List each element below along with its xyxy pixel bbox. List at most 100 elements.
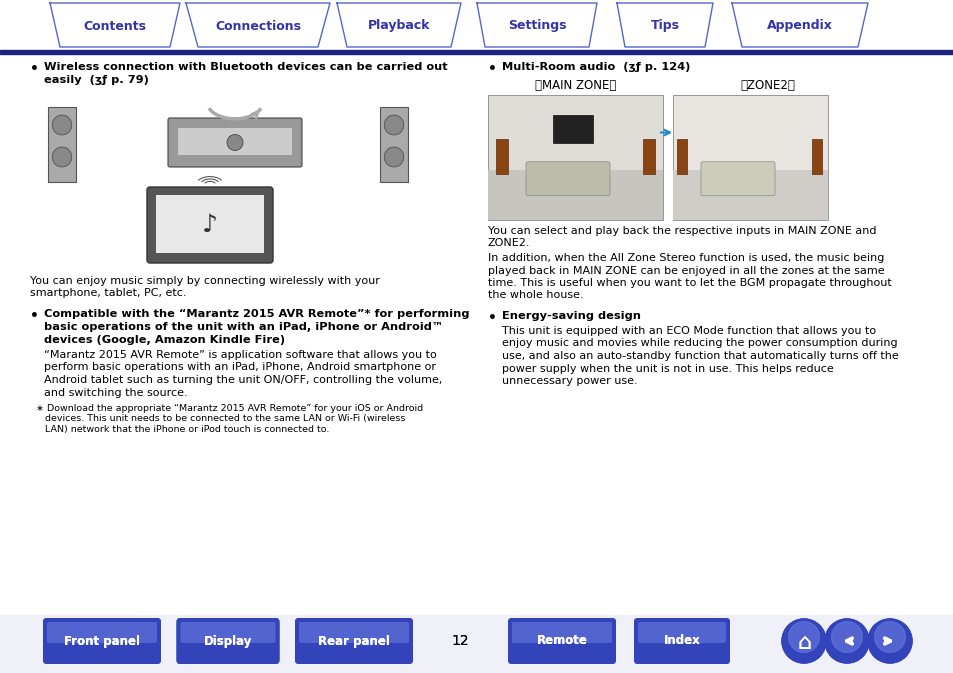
Bar — [178, 128, 292, 155]
Bar — [48, 107, 76, 182]
FancyBboxPatch shape — [43, 618, 161, 664]
Text: and switching the source.: and switching the source. — [44, 388, 188, 398]
Bar — [811, 139, 821, 174]
Polygon shape — [336, 3, 460, 47]
Circle shape — [874, 622, 904, 652]
Ellipse shape — [384, 147, 403, 167]
Text: easily  (ʒƒ p. 79): easily (ʒƒ p. 79) — [44, 75, 149, 85]
Circle shape — [788, 622, 819, 652]
Text: enjoy music and movies while reducing the power consumption during: enjoy music and movies while reducing th… — [501, 339, 897, 349]
Text: Tips: Tips — [650, 20, 679, 32]
Text: ∗ Download the appropriate “Marantz 2015 AVR Remote” for your iOS or Android: ∗ Download the appropriate “Marantz 2015… — [36, 404, 423, 413]
Text: Wireless connection with Bluetooth devices can be carried out: Wireless connection with Bluetooth devic… — [44, 62, 447, 72]
Text: Energy-saving design: Energy-saving design — [501, 311, 640, 321]
Bar — [0, 615, 953, 673]
Text: played back in MAIN ZONE can be enjoyed in all the zones at the same: played back in MAIN ZONE can be enjoyed … — [488, 266, 883, 275]
Text: Appendix: Appendix — [766, 20, 832, 32]
Text: basic operations of the unit with an iPad, iPhone or Android™: basic operations of the unit with an iPa… — [44, 322, 443, 332]
Text: Contents: Contents — [84, 20, 147, 32]
FancyBboxPatch shape — [512, 622, 612, 643]
FancyBboxPatch shape — [700, 162, 774, 196]
FancyBboxPatch shape — [180, 622, 275, 643]
Bar — [553, 115, 593, 143]
FancyBboxPatch shape — [180, 622, 275, 643]
Text: Connections: Connections — [214, 20, 301, 32]
Text: •: • — [30, 62, 39, 76]
Polygon shape — [617, 3, 712, 47]
Text: perform basic operations with an iPad, iPhone, Android smartphone or: perform basic operations with an iPad, i… — [44, 363, 436, 372]
Text: Settings: Settings — [507, 20, 566, 32]
Circle shape — [831, 622, 862, 652]
Text: the whole house.: the whole house. — [488, 291, 583, 301]
Text: devices. This unit needs to be connected to the same LAN or Wi-Fi (wireless: devices. This unit needs to be connected… — [36, 415, 405, 423]
Text: smartphone, tablet, PC, etc.: smartphone, tablet, PC, etc. — [30, 289, 186, 299]
FancyBboxPatch shape — [43, 618, 161, 664]
FancyBboxPatch shape — [507, 618, 616, 664]
Text: Rear panel: Rear panel — [317, 635, 390, 647]
FancyBboxPatch shape — [176, 618, 279, 664]
Bar — [677, 139, 686, 174]
Ellipse shape — [52, 115, 71, 135]
Text: “Marantz 2015 AVR Remote” is application software that allows you to: “Marantz 2015 AVR Remote” is application… — [44, 350, 436, 360]
Text: Front panel: Front panel — [64, 635, 140, 647]
Text: You can enjoy music simply by connecting wirelessly with your: You can enjoy music simply by connecting… — [30, 276, 379, 286]
FancyBboxPatch shape — [294, 618, 413, 664]
FancyBboxPatch shape — [47, 622, 157, 643]
FancyBboxPatch shape — [147, 187, 273, 263]
Text: Front panel: Front panel — [64, 635, 140, 647]
Text: use, and also an auto-standby function that automatically turns off the: use, and also an auto-standby function t… — [501, 351, 898, 361]
Bar — [379, 107, 408, 182]
FancyBboxPatch shape — [294, 618, 413, 664]
Bar — [488, 170, 662, 220]
Text: ⌂: ⌂ — [796, 633, 810, 653]
FancyBboxPatch shape — [672, 95, 827, 220]
FancyBboxPatch shape — [176, 618, 279, 664]
Polygon shape — [186, 3, 330, 47]
Text: 12: 12 — [451, 634, 468, 648]
Circle shape — [781, 619, 825, 663]
Text: power supply when the unit is not in use. This helps reduce: power supply when the unit is not in use… — [501, 363, 833, 374]
Text: ［ZONE2］: ［ZONE2］ — [740, 79, 795, 92]
FancyBboxPatch shape — [634, 618, 729, 664]
Text: Index: Index — [663, 635, 700, 647]
FancyBboxPatch shape — [512, 622, 612, 643]
Text: This unit is equipped with an ECO Mode function that allows you to: This unit is equipped with an ECO Mode f… — [501, 326, 875, 336]
FancyBboxPatch shape — [507, 618, 616, 664]
Text: LAN) network that the iPhone or iPod touch is connected to.: LAN) network that the iPhone or iPod tou… — [36, 425, 329, 434]
Circle shape — [781, 619, 825, 663]
FancyBboxPatch shape — [298, 622, 409, 643]
Text: You can select and play back the respective inputs in MAIN ZONE and: You can select and play back the respect… — [488, 226, 876, 236]
Bar — [156, 195, 264, 253]
Text: Index: Index — [663, 635, 700, 647]
Polygon shape — [731, 3, 867, 47]
Text: •: • — [30, 309, 39, 323]
Text: devices (Google, Amazon Kindle Fire): devices (Google, Amazon Kindle Fire) — [44, 335, 285, 345]
Circle shape — [867, 619, 911, 663]
Text: Playback: Playback — [367, 20, 430, 32]
Text: •: • — [488, 311, 497, 325]
Circle shape — [867, 619, 911, 663]
Circle shape — [831, 622, 862, 652]
Bar — [0, 50, 953, 54]
Text: •: • — [488, 62, 497, 76]
Circle shape — [824, 619, 868, 663]
Text: Remote: Remote — [536, 635, 587, 647]
Text: In addition, when the All Zone Stereo function is used, the music being: In addition, when the All Zone Stereo fu… — [488, 253, 883, 263]
Bar — [642, 139, 655, 174]
Text: ⌂: ⌂ — [796, 633, 810, 653]
Circle shape — [227, 135, 243, 151]
FancyBboxPatch shape — [525, 162, 609, 196]
FancyBboxPatch shape — [638, 622, 725, 643]
Text: Compatible with the “Marantz 2015 AVR Remote”* for performing: Compatible with the “Marantz 2015 AVR Re… — [44, 309, 469, 319]
Text: ［MAIN ZONE］: ［MAIN ZONE］ — [535, 79, 616, 92]
FancyBboxPatch shape — [638, 622, 725, 643]
FancyBboxPatch shape — [488, 95, 662, 220]
Text: Display: Display — [204, 635, 252, 647]
Text: unnecessary power use.: unnecessary power use. — [501, 376, 637, 386]
Bar — [496, 139, 507, 174]
Ellipse shape — [384, 115, 403, 135]
Text: Android tablet such as turning the unit ON/OFF, controlling the volume,: Android tablet such as turning the unit … — [44, 375, 442, 385]
Text: 12: 12 — [451, 634, 468, 648]
FancyBboxPatch shape — [298, 622, 409, 643]
Ellipse shape — [52, 147, 71, 167]
